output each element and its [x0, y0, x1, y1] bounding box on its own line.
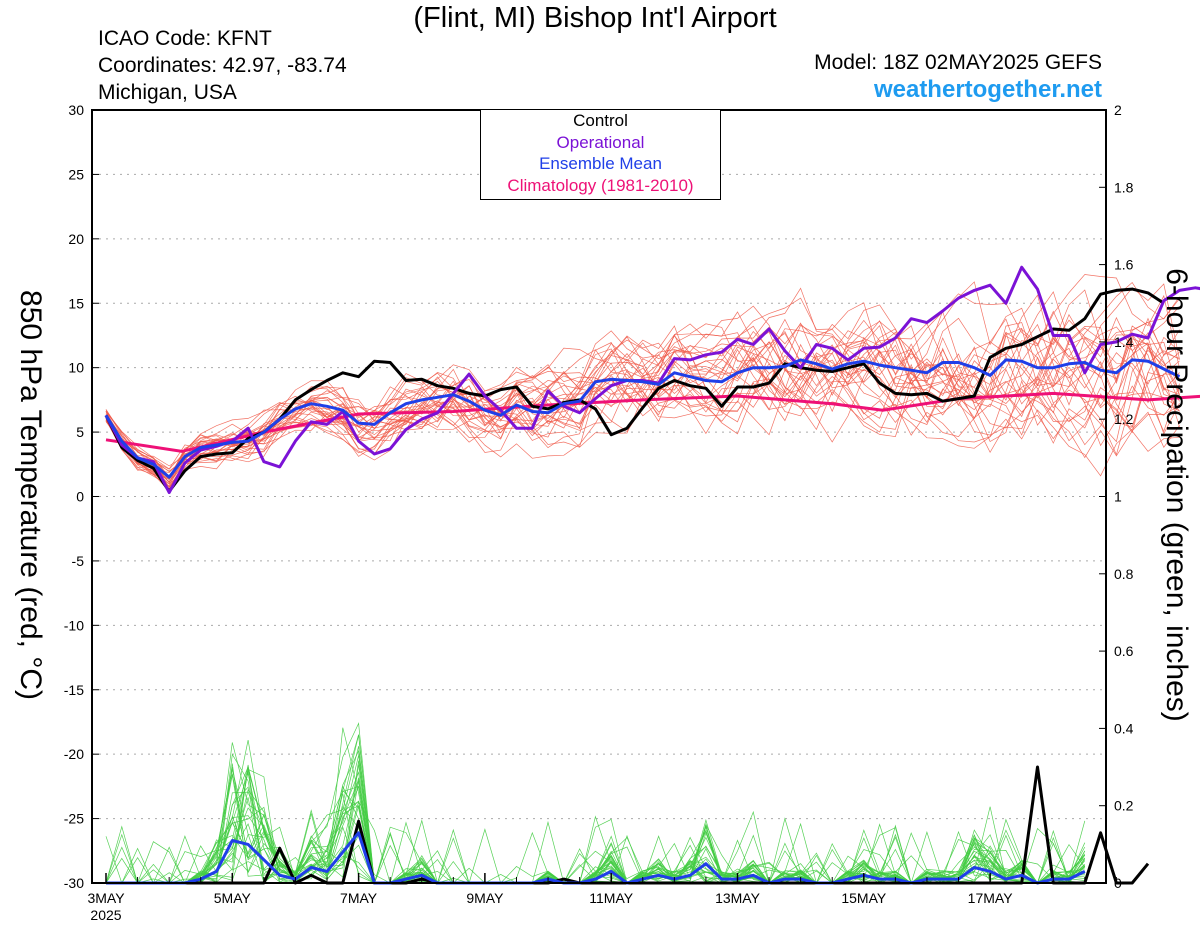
x-year-label: 2025 — [90, 907, 121, 923]
x-tick-label: 13MAY — [715, 890, 761, 906]
precip-ensemble-members — [105, 722, 1086, 885]
temperature-member-line — [105, 322, 1180, 487]
model-run: Model: 18Z 02MAY2025 GEFS — [814, 51, 1102, 74]
right-tick-label: 1.4 — [1114, 334, 1134, 350]
site-link[interactable]: weathertogether.net — [873, 76, 1102, 103]
precip-member-line — [106, 766, 1086, 884]
ensemble-mean-temperature-line — [104, 358, 1181, 479]
left-tick-label: -20 — [64, 746, 84, 762]
left-tick-label: -10 — [64, 617, 84, 633]
left-tick-label: -15 — [64, 682, 84, 698]
legend-ensemble-mean: Ensemble Mean — [539, 154, 662, 173]
precip-member-line — [106, 793, 1086, 884]
left-tick-label: 0 — [76, 489, 84, 505]
chart-title: (Flint, MI) Bishop Int'l Airport — [413, 2, 777, 34]
right-tick-label: 0.8 — [1114, 566, 1134, 582]
precip-member-line — [106, 740, 1085, 884]
right-tick-label: 0.2 — [1114, 798, 1134, 814]
x-tick-label: 7MAY — [340, 890, 378, 906]
x-tick-label: 5MAY — [214, 890, 252, 906]
legend: Control Operational Ensemble Mean Climat… — [480, 109, 721, 200]
legend-control: Control — [573, 111, 628, 130]
temperature-member-line — [105, 287, 1180, 470]
temperature-member-line — [105, 318, 1180, 488]
coordinates: Coordinates: 42.97, -83.74 — [98, 54, 347, 77]
left-tick-label: 5 — [76, 424, 84, 440]
right-tick-label: 1.6 — [1114, 257, 1134, 273]
right-tick-label: 1.2 — [1114, 411, 1134, 427]
x-tick-label: 9MAY — [466, 890, 504, 906]
ensemble-mean-precip-line — [106, 831, 1086, 885]
left-tick-label: 20 — [68, 231, 84, 247]
right-tick-label: 0.6 — [1114, 643, 1134, 659]
left-tick-label: 10 — [68, 360, 84, 376]
temperature-member-line — [105, 319, 1180, 484]
temperature-member-line — [105, 344, 1180, 485]
temperature-member-line — [105, 330, 1180, 473]
x-tick-label: 15MAY — [841, 890, 887, 906]
right-tick-label: 0 — [1114, 875, 1122, 891]
temperature-ensemble-members — [105, 274, 1180, 492]
temperature-member-line — [105, 327, 1180, 477]
temperature-member-line — [105, 274, 1180, 479]
left-tick-label: -25 — [64, 811, 84, 827]
gridlines — [92, 173, 1106, 820]
temperature-member-line — [105, 294, 1180, 483]
legend-operational: Operational — [556, 132, 645, 152]
temperature-member-line — [105, 289, 1180, 492]
region: Michigan, USA — [98, 81, 237, 104]
left-tick-label: 15 — [68, 295, 84, 311]
right-tick-label: 2 — [1114, 102, 1122, 118]
x-tick-label: 11MAY — [589, 890, 633, 906]
x-tick-label: 17MAY — [968, 890, 1014, 906]
legend-climatology: Climatology (1981-2010) — [507, 175, 694, 195]
left-tick-label: -30 — [64, 875, 84, 891]
left-axis-label: 850 hPa Temperature (red, °C) — [14, 290, 47, 700]
right-tick-label: 0.4 — [1114, 720, 1134, 736]
left-tick-label: 30 — [68, 102, 84, 118]
right-tick-label: 1.8 — [1114, 179, 1134, 195]
icao-code: ICAO Code: KFNT — [98, 27, 272, 50]
right-axis-label: 6-hour Precipation (green, inches) — [1160, 268, 1193, 722]
climatology-line — [105, 391, 1200, 453]
right-tick-label: 1 — [1114, 489, 1122, 505]
left-tick-label: -5 — [72, 553, 85, 569]
left-tick-label: 25 — [68, 166, 84, 182]
x-tick-label: 3MAY — [87, 890, 125, 906]
